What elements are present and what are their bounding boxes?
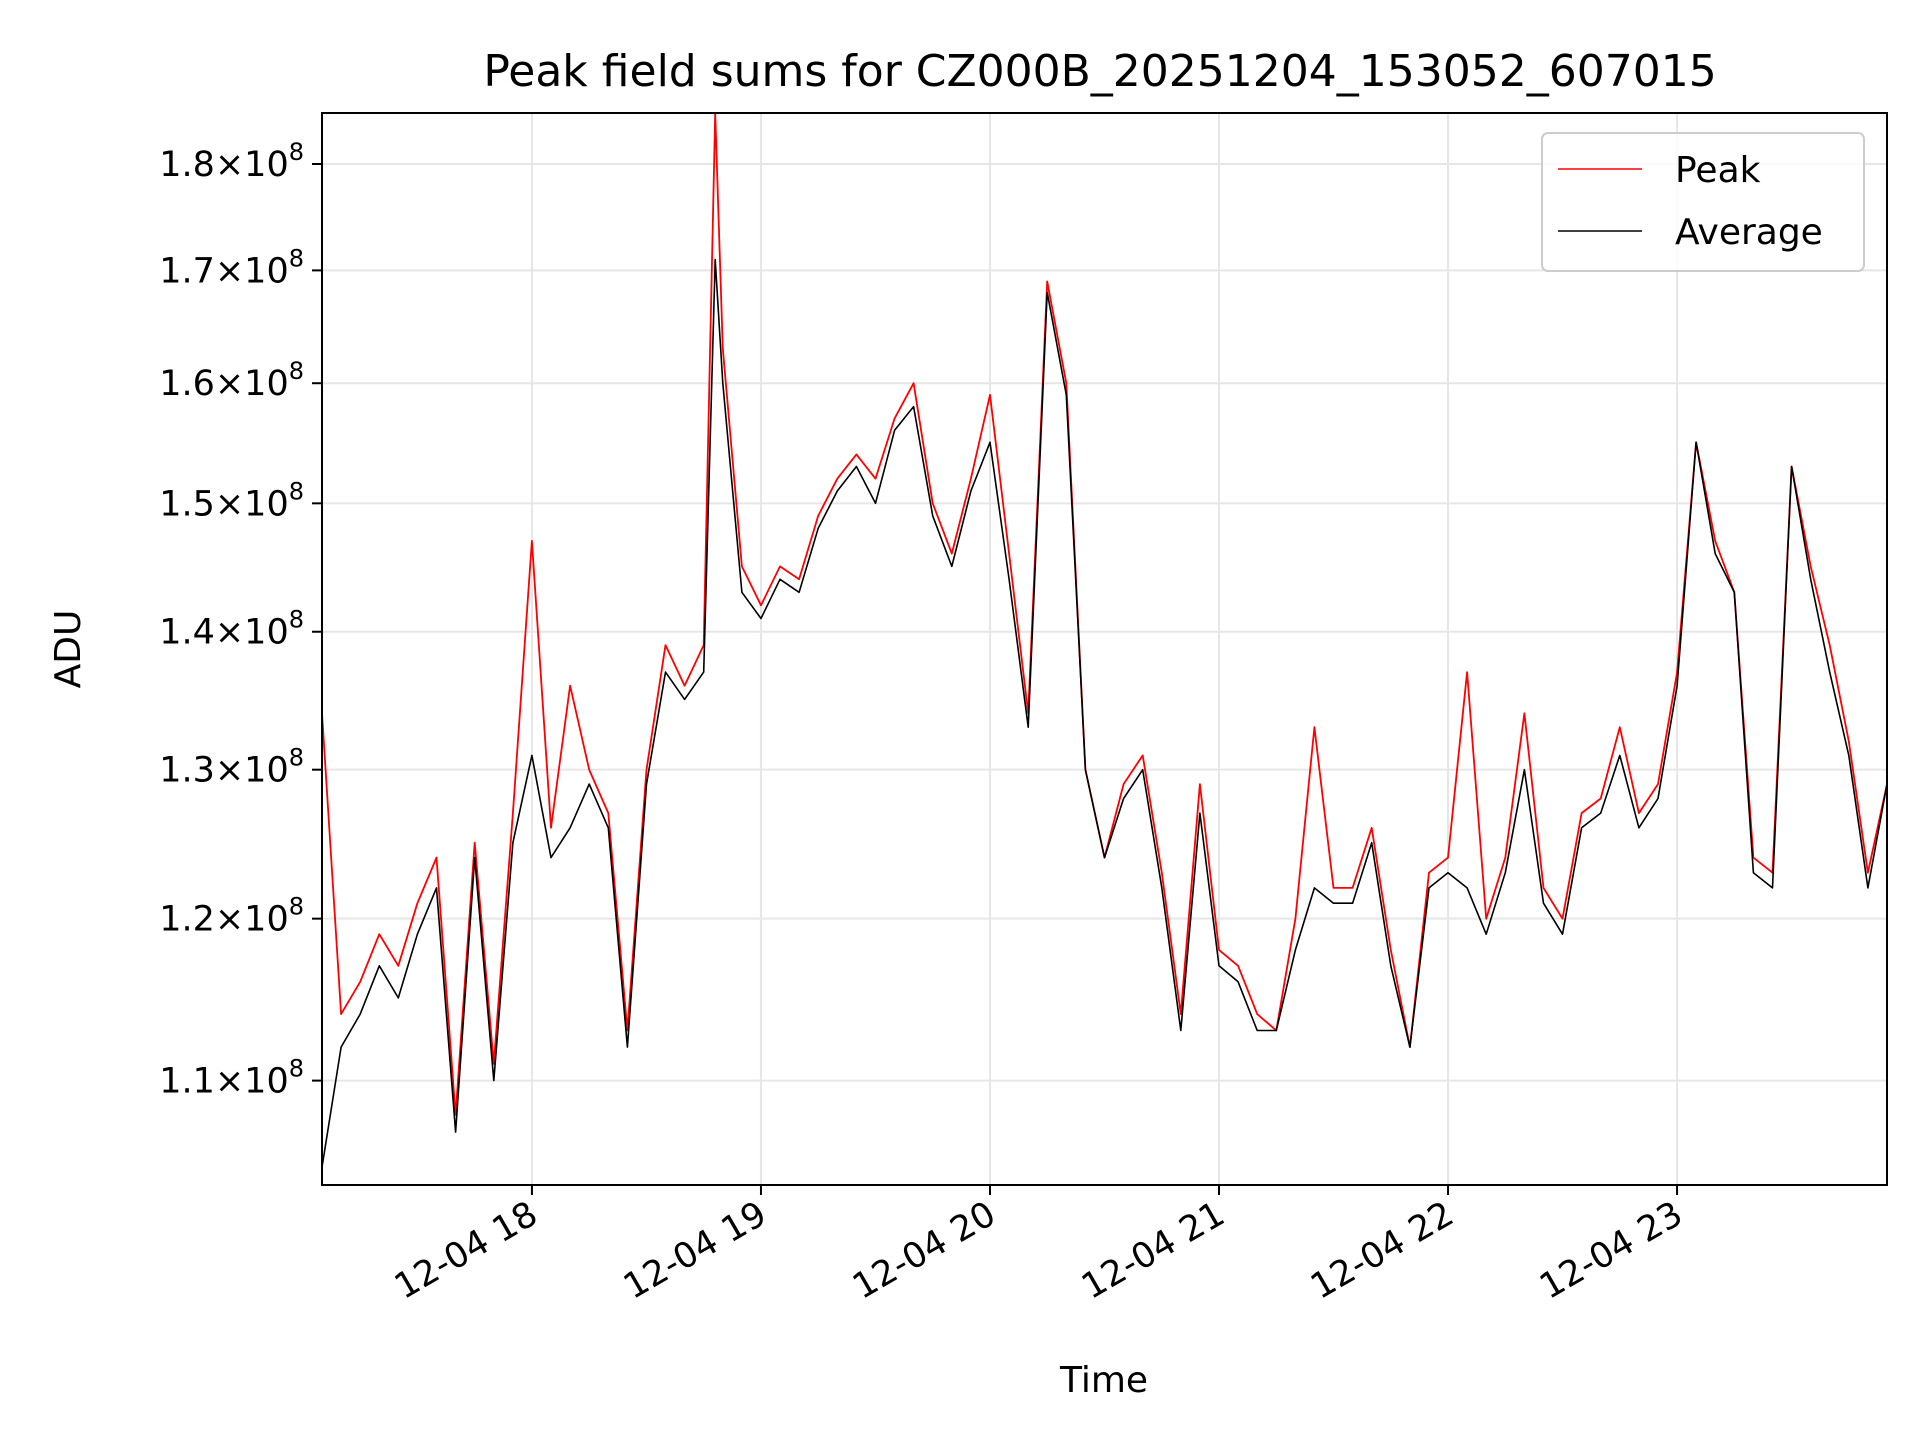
legend-label-peak: Peak [1675,150,1761,191]
legend-label-average: Average [1675,212,1823,253]
series-line-average [321,258,1888,1168]
legend: Peak Average [1541,132,1865,272]
x-axis-label: Time [1059,1360,1148,1401]
y-tick-label: 1.2×108 [159,893,304,940]
grid-layer [322,113,1887,1185]
y-tick-label: 1.8×108 [159,138,304,185]
y-tick-label: 1.7×108 [159,244,304,291]
y-axis-label: ADU [48,610,89,689]
y-axis: 1.1×108 1.2×108 1.3×108 1.4×108 1.5×108 1.6×1… [159,138,322,1102]
y-tick-label: 1.1×108 [159,1055,304,1102]
y-tick-label: 1.5×108 [159,477,304,524]
series-layer [321,112,1888,1168]
plot-frame [321,112,1888,1186]
y-tick-label: 1.6×108 [159,357,304,404]
legend-box [1541,132,1865,272]
y-tick-label: 1.3×108 [159,744,304,791]
chart-title: Peak field sums for CZ000B_20251204_1530… [483,46,1716,97]
y-tick-label: 1.4×108 [159,606,304,653]
